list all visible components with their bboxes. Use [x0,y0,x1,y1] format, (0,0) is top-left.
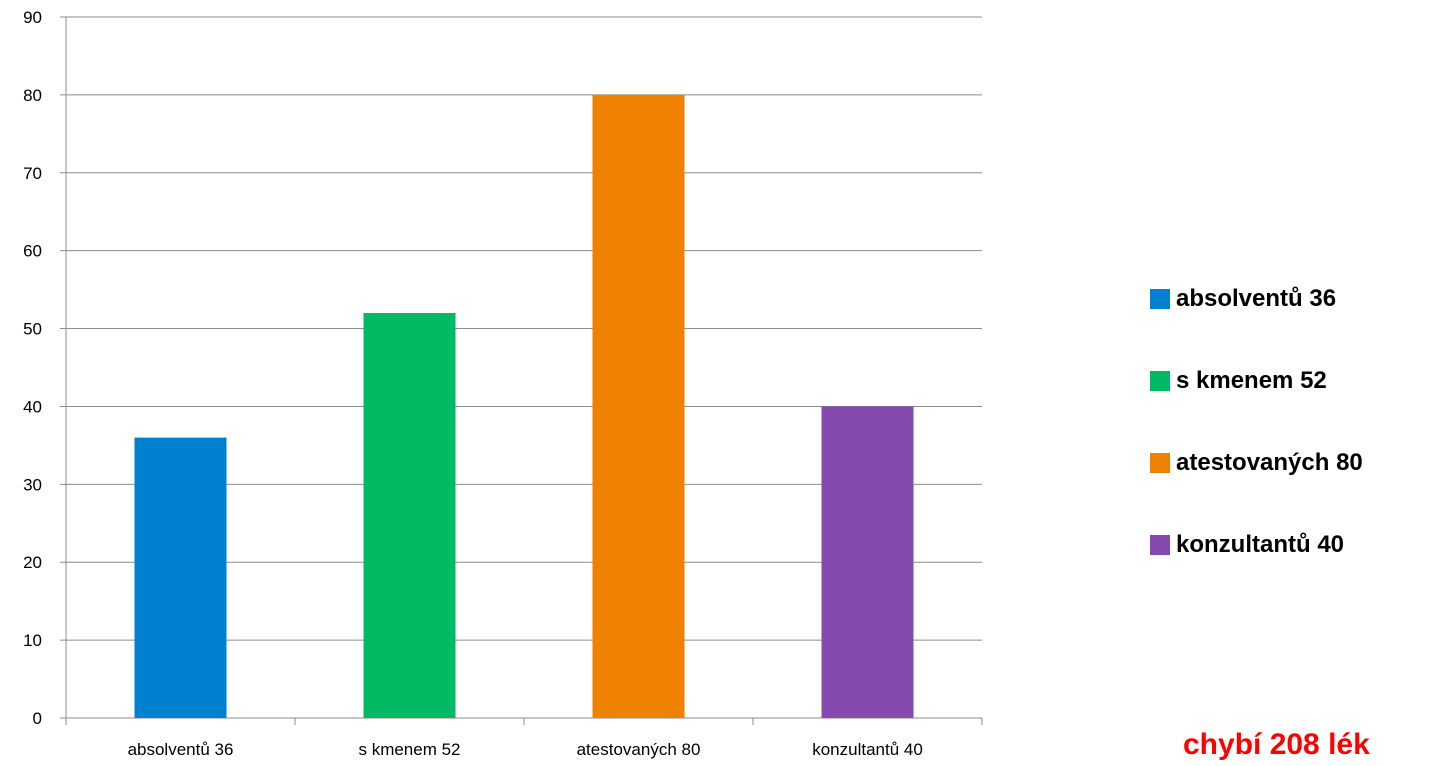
y-tick-label-50: 50 [23,320,42,339]
x-tick-label-2: atestovaných 80 [577,740,701,759]
legend-swatch-atestovanych [1150,453,1170,473]
bar-1 [363,312,456,718]
y-tick-label-10: 10 [23,631,42,650]
y-tick-label-90: 90 [23,8,42,27]
legend-label-atestovanych: atestovaných 80 [1176,449,1363,476]
legend-swatch-absolventu [1150,289,1170,309]
y-tick-label-40: 40 [23,397,42,416]
y-tick-label-80: 80 [23,86,42,105]
y-tick-label-0: 0 [33,709,42,728]
legend-label-konzultantu: konzultantů 40 [1176,531,1345,558]
x-tick-label-3: konzultantů 40 [812,740,923,759]
y-tick-label-30: 30 [23,475,42,494]
bar-2 [592,94,685,718]
legend-swatch-konzultantu [1150,535,1170,555]
x-tick-label-0: absolventů 36 [128,740,234,759]
x-tick-label-1: s kmenem 52 [358,740,460,759]
y-tick-label-20: 20 [23,553,42,572]
y-tick-label-60: 60 [23,242,42,261]
legend-label-s-kmenem: s kmenem 52 [1176,367,1327,394]
y-tick-label-70: 70 [23,164,42,183]
legend-swatch-s-kmenem [1150,371,1170,391]
legend-label-absolventu: absolventů 36 [1176,285,1337,312]
bar-3 [821,406,914,718]
shortage-note: chybí 208 lék [1183,728,1370,761]
bar-0 [134,437,227,718]
